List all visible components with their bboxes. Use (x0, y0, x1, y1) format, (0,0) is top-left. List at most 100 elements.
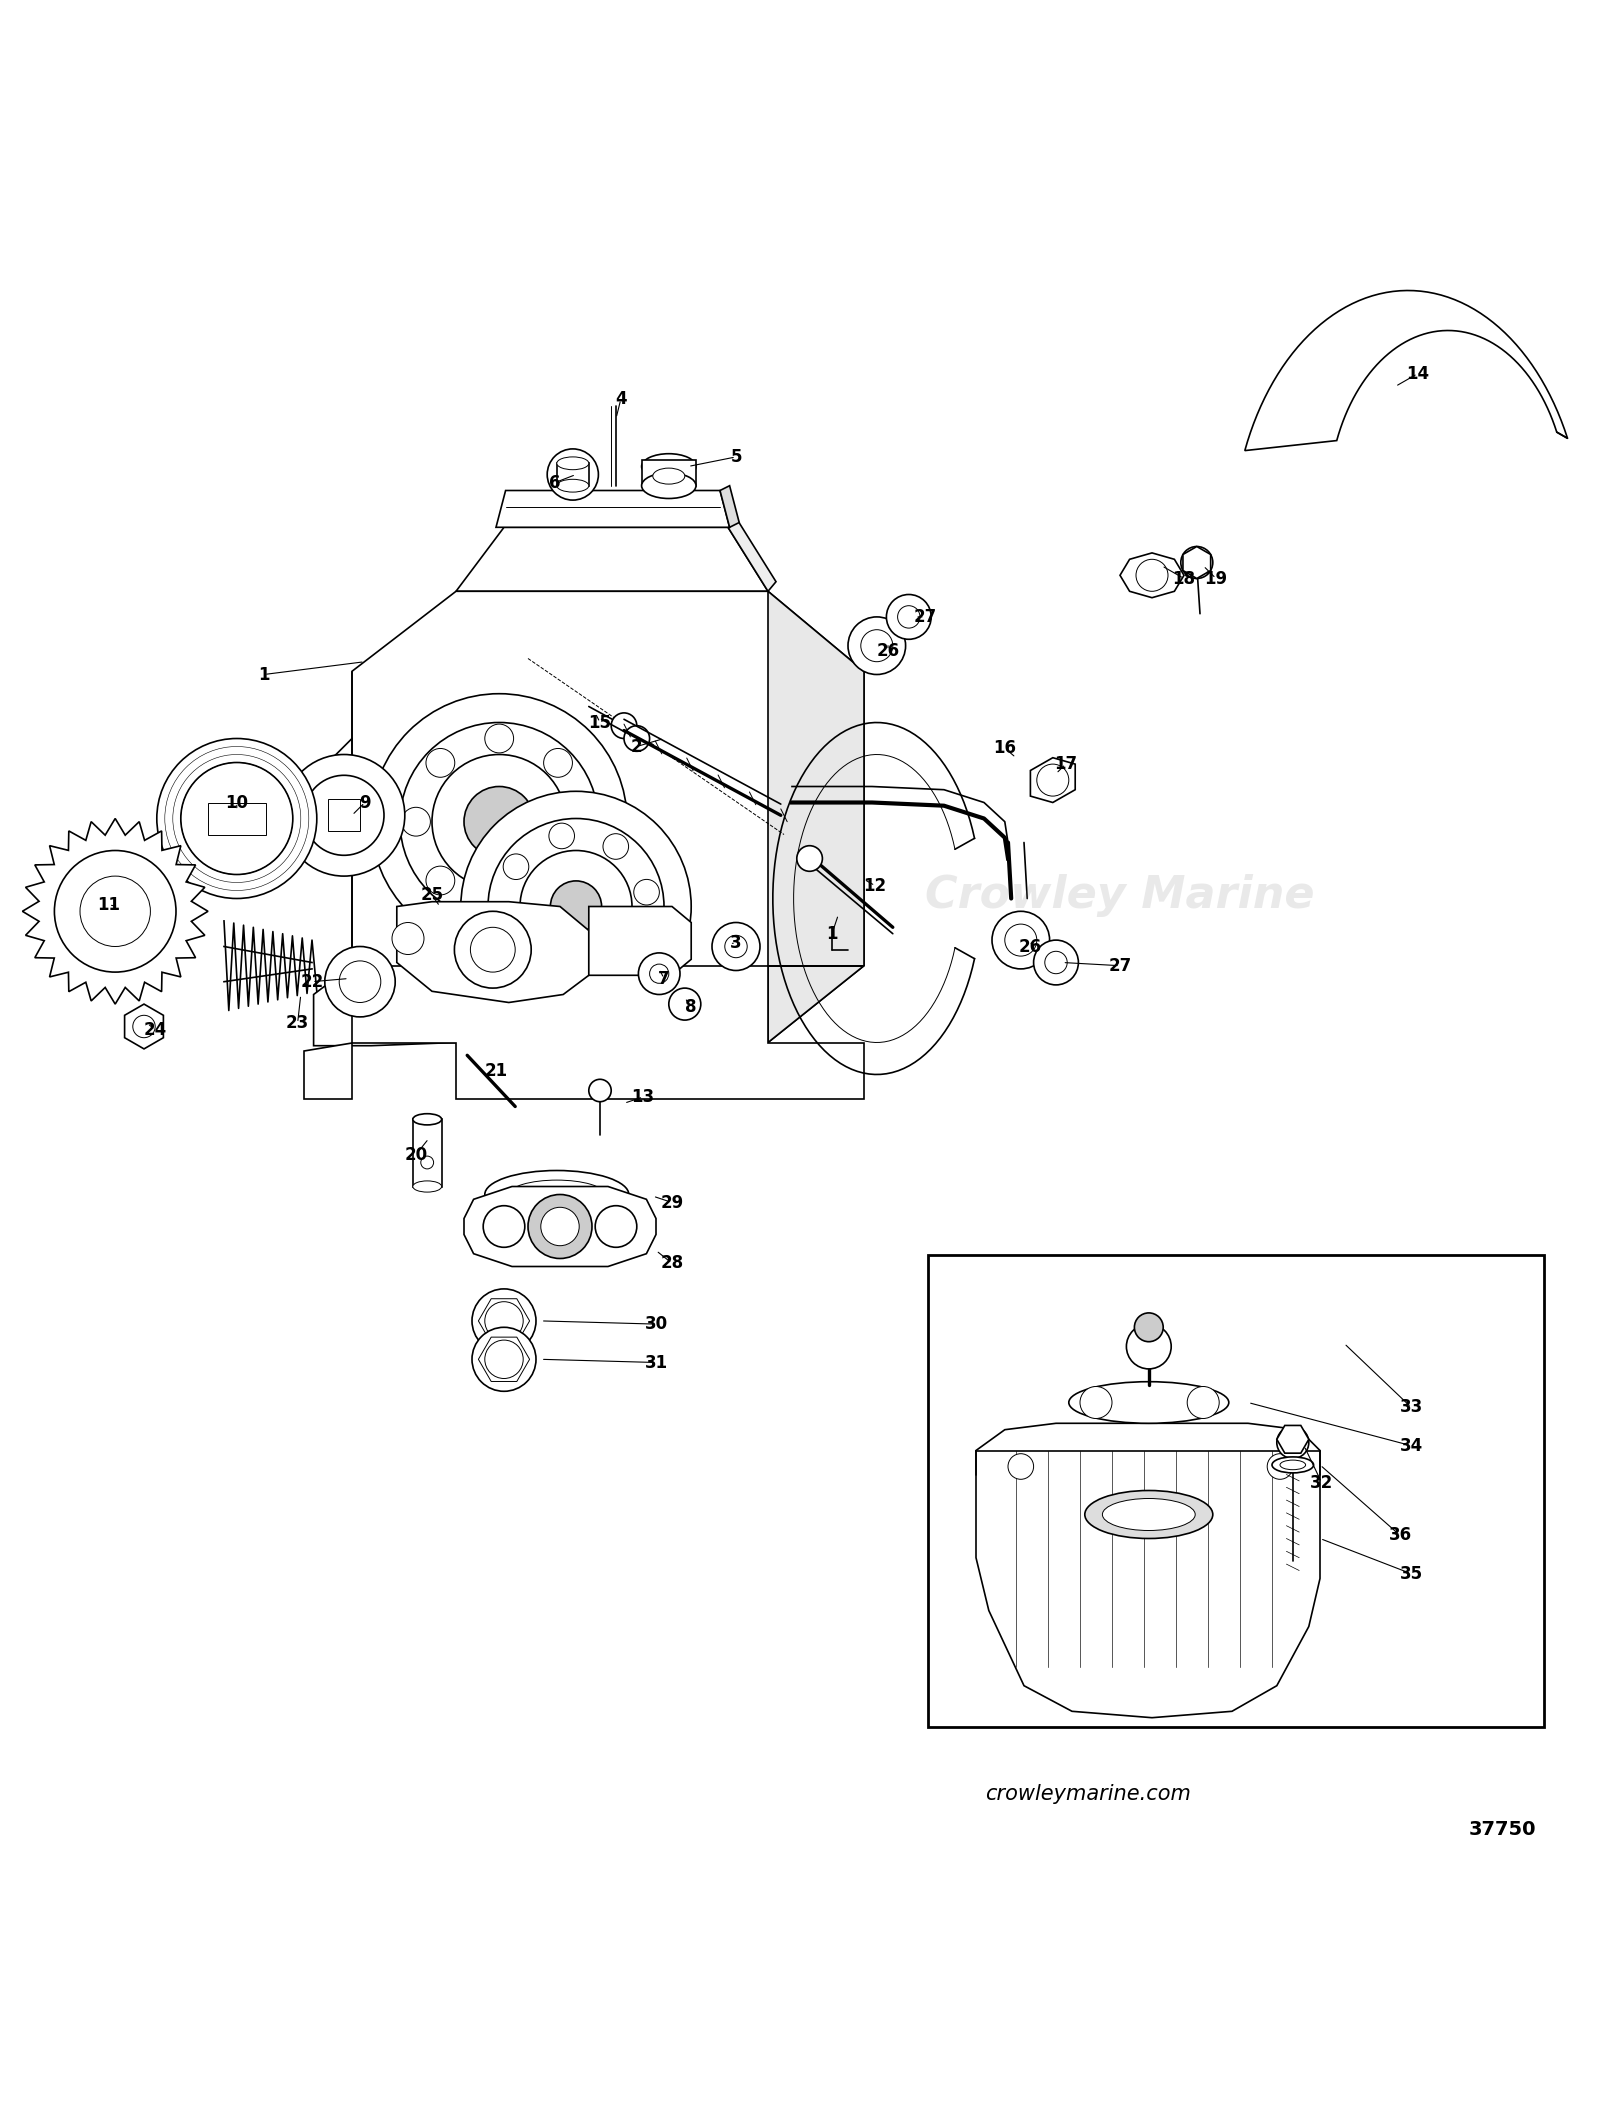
Circle shape (461, 792, 691, 1023)
Bar (413, 1120, 442, 1186)
Text: 16: 16 (994, 739, 1016, 758)
Circle shape (181, 762, 293, 874)
Circle shape (1008, 1454, 1034, 1480)
Text: 34: 34 (1400, 1437, 1422, 1454)
Ellipse shape (642, 472, 696, 497)
Polygon shape (125, 1003, 163, 1048)
Circle shape (426, 866, 454, 895)
Ellipse shape (413, 1181, 442, 1192)
Circle shape (485, 724, 514, 754)
Polygon shape (456, 527, 768, 591)
Circle shape (54, 851, 176, 972)
Text: 15: 15 (589, 713, 611, 732)
Text: 27: 27 (1109, 957, 1131, 974)
Circle shape (528, 1194, 592, 1257)
Circle shape (638, 953, 680, 995)
Ellipse shape (509, 1179, 605, 1209)
Ellipse shape (1102, 1499, 1195, 1531)
Text: 32: 32 (1310, 1473, 1333, 1492)
Circle shape (485, 1302, 523, 1340)
Circle shape (568, 807, 597, 836)
Circle shape (464, 788, 534, 857)
Circle shape (725, 936, 747, 957)
Text: 6: 6 (549, 474, 562, 491)
Circle shape (595, 1207, 637, 1247)
Circle shape (550, 881, 602, 931)
Text: 23: 23 (286, 1014, 309, 1033)
Polygon shape (1182, 546, 1211, 578)
Text: 33: 33 (1400, 1399, 1422, 1416)
Circle shape (392, 923, 424, 955)
Text: 24: 24 (144, 1020, 166, 1039)
Text: 31: 31 (645, 1353, 667, 1372)
Circle shape (283, 754, 405, 876)
Polygon shape (1245, 290, 1568, 451)
Text: 28: 28 (661, 1253, 683, 1272)
Ellipse shape (642, 453, 696, 478)
Text: 14: 14 (1406, 364, 1429, 383)
Circle shape (578, 963, 603, 991)
Polygon shape (397, 902, 589, 1003)
Text: 30: 30 (645, 1315, 667, 1334)
Text: 7: 7 (658, 970, 670, 987)
Circle shape (1045, 951, 1067, 974)
Circle shape (470, 927, 515, 972)
Circle shape (634, 879, 659, 904)
Polygon shape (352, 591, 864, 1042)
Ellipse shape (557, 478, 589, 491)
Circle shape (611, 713, 637, 739)
Circle shape (544, 866, 573, 895)
Circle shape (157, 739, 317, 898)
Circle shape (848, 616, 906, 675)
Text: 12: 12 (864, 876, 886, 895)
Circle shape (133, 1016, 155, 1037)
Circle shape (898, 605, 920, 629)
Circle shape (669, 989, 701, 1020)
Circle shape (502, 853, 528, 879)
Polygon shape (768, 591, 864, 1042)
Circle shape (549, 824, 574, 849)
Circle shape (371, 694, 627, 951)
Circle shape (1134, 1313, 1163, 1342)
Circle shape (488, 819, 664, 995)
Polygon shape (352, 965, 864, 1099)
Text: crowleymarine.com: crowleymarine.com (986, 1785, 1190, 1804)
Circle shape (1005, 925, 1037, 957)
Ellipse shape (653, 468, 685, 485)
Circle shape (426, 749, 454, 777)
Text: 35: 35 (1400, 1564, 1422, 1584)
Text: Crowley Marine: Crowley Marine (925, 874, 1315, 917)
Ellipse shape (485, 1171, 629, 1219)
Text: 26: 26 (877, 641, 899, 661)
Circle shape (886, 595, 931, 639)
Circle shape (547, 449, 598, 500)
Text: 13: 13 (632, 1088, 654, 1105)
Text: 22: 22 (301, 972, 323, 991)
Polygon shape (589, 906, 691, 976)
Circle shape (421, 1156, 434, 1169)
Circle shape (650, 963, 669, 982)
Circle shape (520, 851, 632, 963)
Polygon shape (1120, 553, 1184, 597)
Ellipse shape (1272, 1456, 1314, 1473)
Circle shape (1136, 559, 1168, 591)
Circle shape (432, 754, 566, 889)
Polygon shape (464, 1186, 656, 1266)
Text: 27: 27 (914, 608, 936, 627)
Circle shape (712, 923, 760, 970)
Bar (928, 1255, 1544, 1727)
Text: 21: 21 (485, 1063, 507, 1080)
Circle shape (483, 1207, 525, 1247)
Circle shape (992, 910, 1050, 970)
Polygon shape (304, 1042, 352, 1099)
Text: 10: 10 (226, 794, 248, 811)
Text: 26: 26 (1019, 938, 1042, 955)
Circle shape (304, 775, 384, 855)
Polygon shape (720, 485, 739, 527)
Circle shape (454, 910, 531, 989)
Circle shape (1034, 940, 1078, 984)
Ellipse shape (1280, 1461, 1306, 1469)
Text: 2: 2 (630, 737, 643, 756)
Circle shape (1187, 1387, 1219, 1418)
Circle shape (339, 961, 381, 1003)
